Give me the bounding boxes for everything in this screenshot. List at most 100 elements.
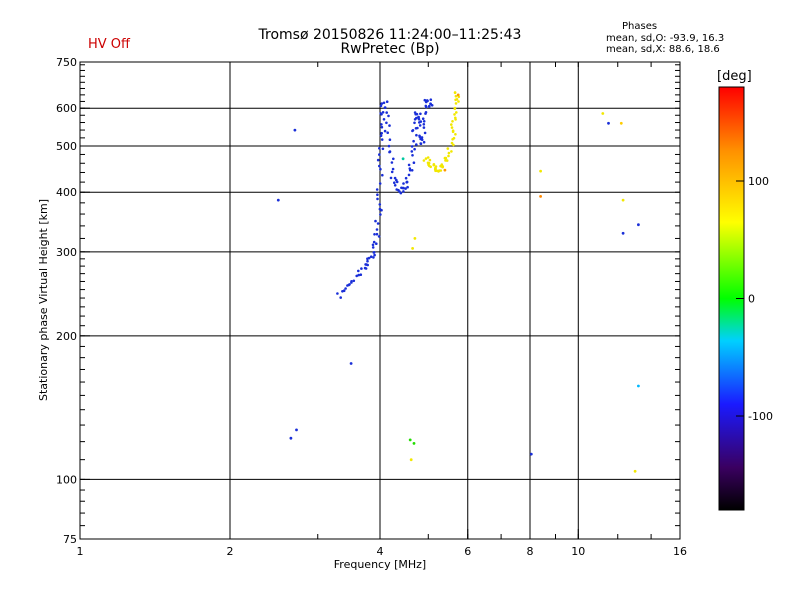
data-point: [378, 147, 381, 150]
data-point: [417, 117, 421, 121]
y-tick-label: 750: [56, 56, 77, 69]
data-point: [430, 104, 434, 107]
data-point: [411, 247, 414, 250]
x-tick-label: 4: [377, 545, 384, 558]
data-point: [352, 279, 356, 283]
data-point: [360, 267, 363, 270]
data-point: [376, 193, 379, 196]
data-point: [350, 281, 353, 284]
data-point: [447, 151, 451, 155]
data-point: [376, 222, 380, 225]
data-point: [383, 106, 387, 109]
data-point: [371, 246, 375, 249]
data-point: [380, 138, 384, 141]
data-point: [529, 452, 533, 456]
data-point: [421, 117, 425, 120]
data-point: [276, 198, 280, 202]
data-point: [373, 253, 376, 257]
data-point: [388, 138, 392, 141]
data-point: [405, 180, 409, 184]
data-point: [381, 147, 385, 151]
data-point: [419, 142, 423, 145]
data-point: [637, 384, 640, 388]
colorbar-tick-label: -100: [748, 410, 773, 423]
data-point: [372, 256, 375, 259]
data-point: [453, 91, 457, 95]
x-axis-label: Frequency [MHz]: [334, 558, 426, 571]
data-point: [619, 121, 623, 125]
data-point: [422, 159, 426, 162]
data-point: [446, 147, 450, 150]
data-point: [418, 135, 422, 139]
data-point: [454, 102, 458, 105]
x-tick-label: 10: [571, 545, 585, 558]
data-point: [363, 266, 367, 270]
data-point: [402, 186, 405, 190]
data-point: [365, 263, 368, 266]
data-point: [395, 180, 399, 184]
data-point: [393, 176, 397, 180]
data-point: [289, 436, 293, 440]
data-point: [349, 362, 353, 365]
data-point: [601, 112, 605, 115]
data-point: [539, 169, 542, 173]
data-point: [402, 182, 405, 185]
data-point: [376, 158, 380, 162]
data-point: [453, 107, 457, 110]
data-point: [412, 442, 416, 445]
data-point: [452, 136, 456, 140]
data-point: [393, 184, 397, 187]
data-point: [450, 123, 453, 126]
data-point: [450, 126, 454, 129]
data-point: [378, 153, 381, 156]
data-point: [404, 176, 408, 180]
data-point: [342, 289, 346, 293]
data-point: [399, 191, 403, 195]
data-point: [621, 198, 625, 202]
data-point: [386, 131, 390, 134]
data-point: [607, 121, 610, 125]
y-tick-label: 100: [56, 473, 77, 486]
data-point: [385, 121, 388, 125]
plot-frame: [79, 61, 681, 540]
data-point: [355, 274, 359, 278]
data-point: [293, 128, 297, 132]
data-point: [402, 190, 405, 193]
title-line-2: RwPretec (Bp): [340, 41, 440, 57]
phases-x-stats: mean, sd,X: 88.6, 18.6: [606, 44, 720, 55]
phases-o-stats: mean, sd,O: -93.9, 16.3: [606, 33, 725, 44]
data-point: [380, 131, 384, 135]
hv-status: HV Off: [88, 37, 130, 52]
data-point: [452, 143, 455, 147]
data-point: [392, 157, 395, 161]
data-point: [444, 156, 448, 160]
data-point: [439, 169, 443, 172]
data-point: [367, 256, 371, 260]
data-point: [418, 124, 422, 127]
data-point: [376, 197, 379, 201]
data-point: [432, 163, 436, 167]
data-point: [413, 147, 416, 151]
data-point: [379, 134, 383, 137]
data-point: [454, 133, 457, 136]
data-point: [379, 213, 382, 216]
data-point: [416, 126, 419, 130]
data-point: [377, 235, 381, 238]
data-point: [380, 123, 383, 126]
y-axis-label: Stationary phase Virtual Height [km]: [37, 199, 50, 401]
data-point: [457, 100, 460, 103]
data-point: [391, 167, 395, 171]
data-point: [440, 163, 444, 166]
data-point: [424, 111, 428, 114]
data-point: [422, 140, 426, 144]
data-point: [422, 123, 426, 126]
y-tick-label: 400: [56, 186, 77, 199]
data-point: [410, 150, 414, 153]
data-point: [388, 124, 391, 127]
data-point: [379, 112, 383, 115]
data-point: [381, 173, 384, 177]
data-point: [378, 203, 382, 206]
data-point: [425, 105, 428, 109]
data-point: [379, 104, 383, 108]
